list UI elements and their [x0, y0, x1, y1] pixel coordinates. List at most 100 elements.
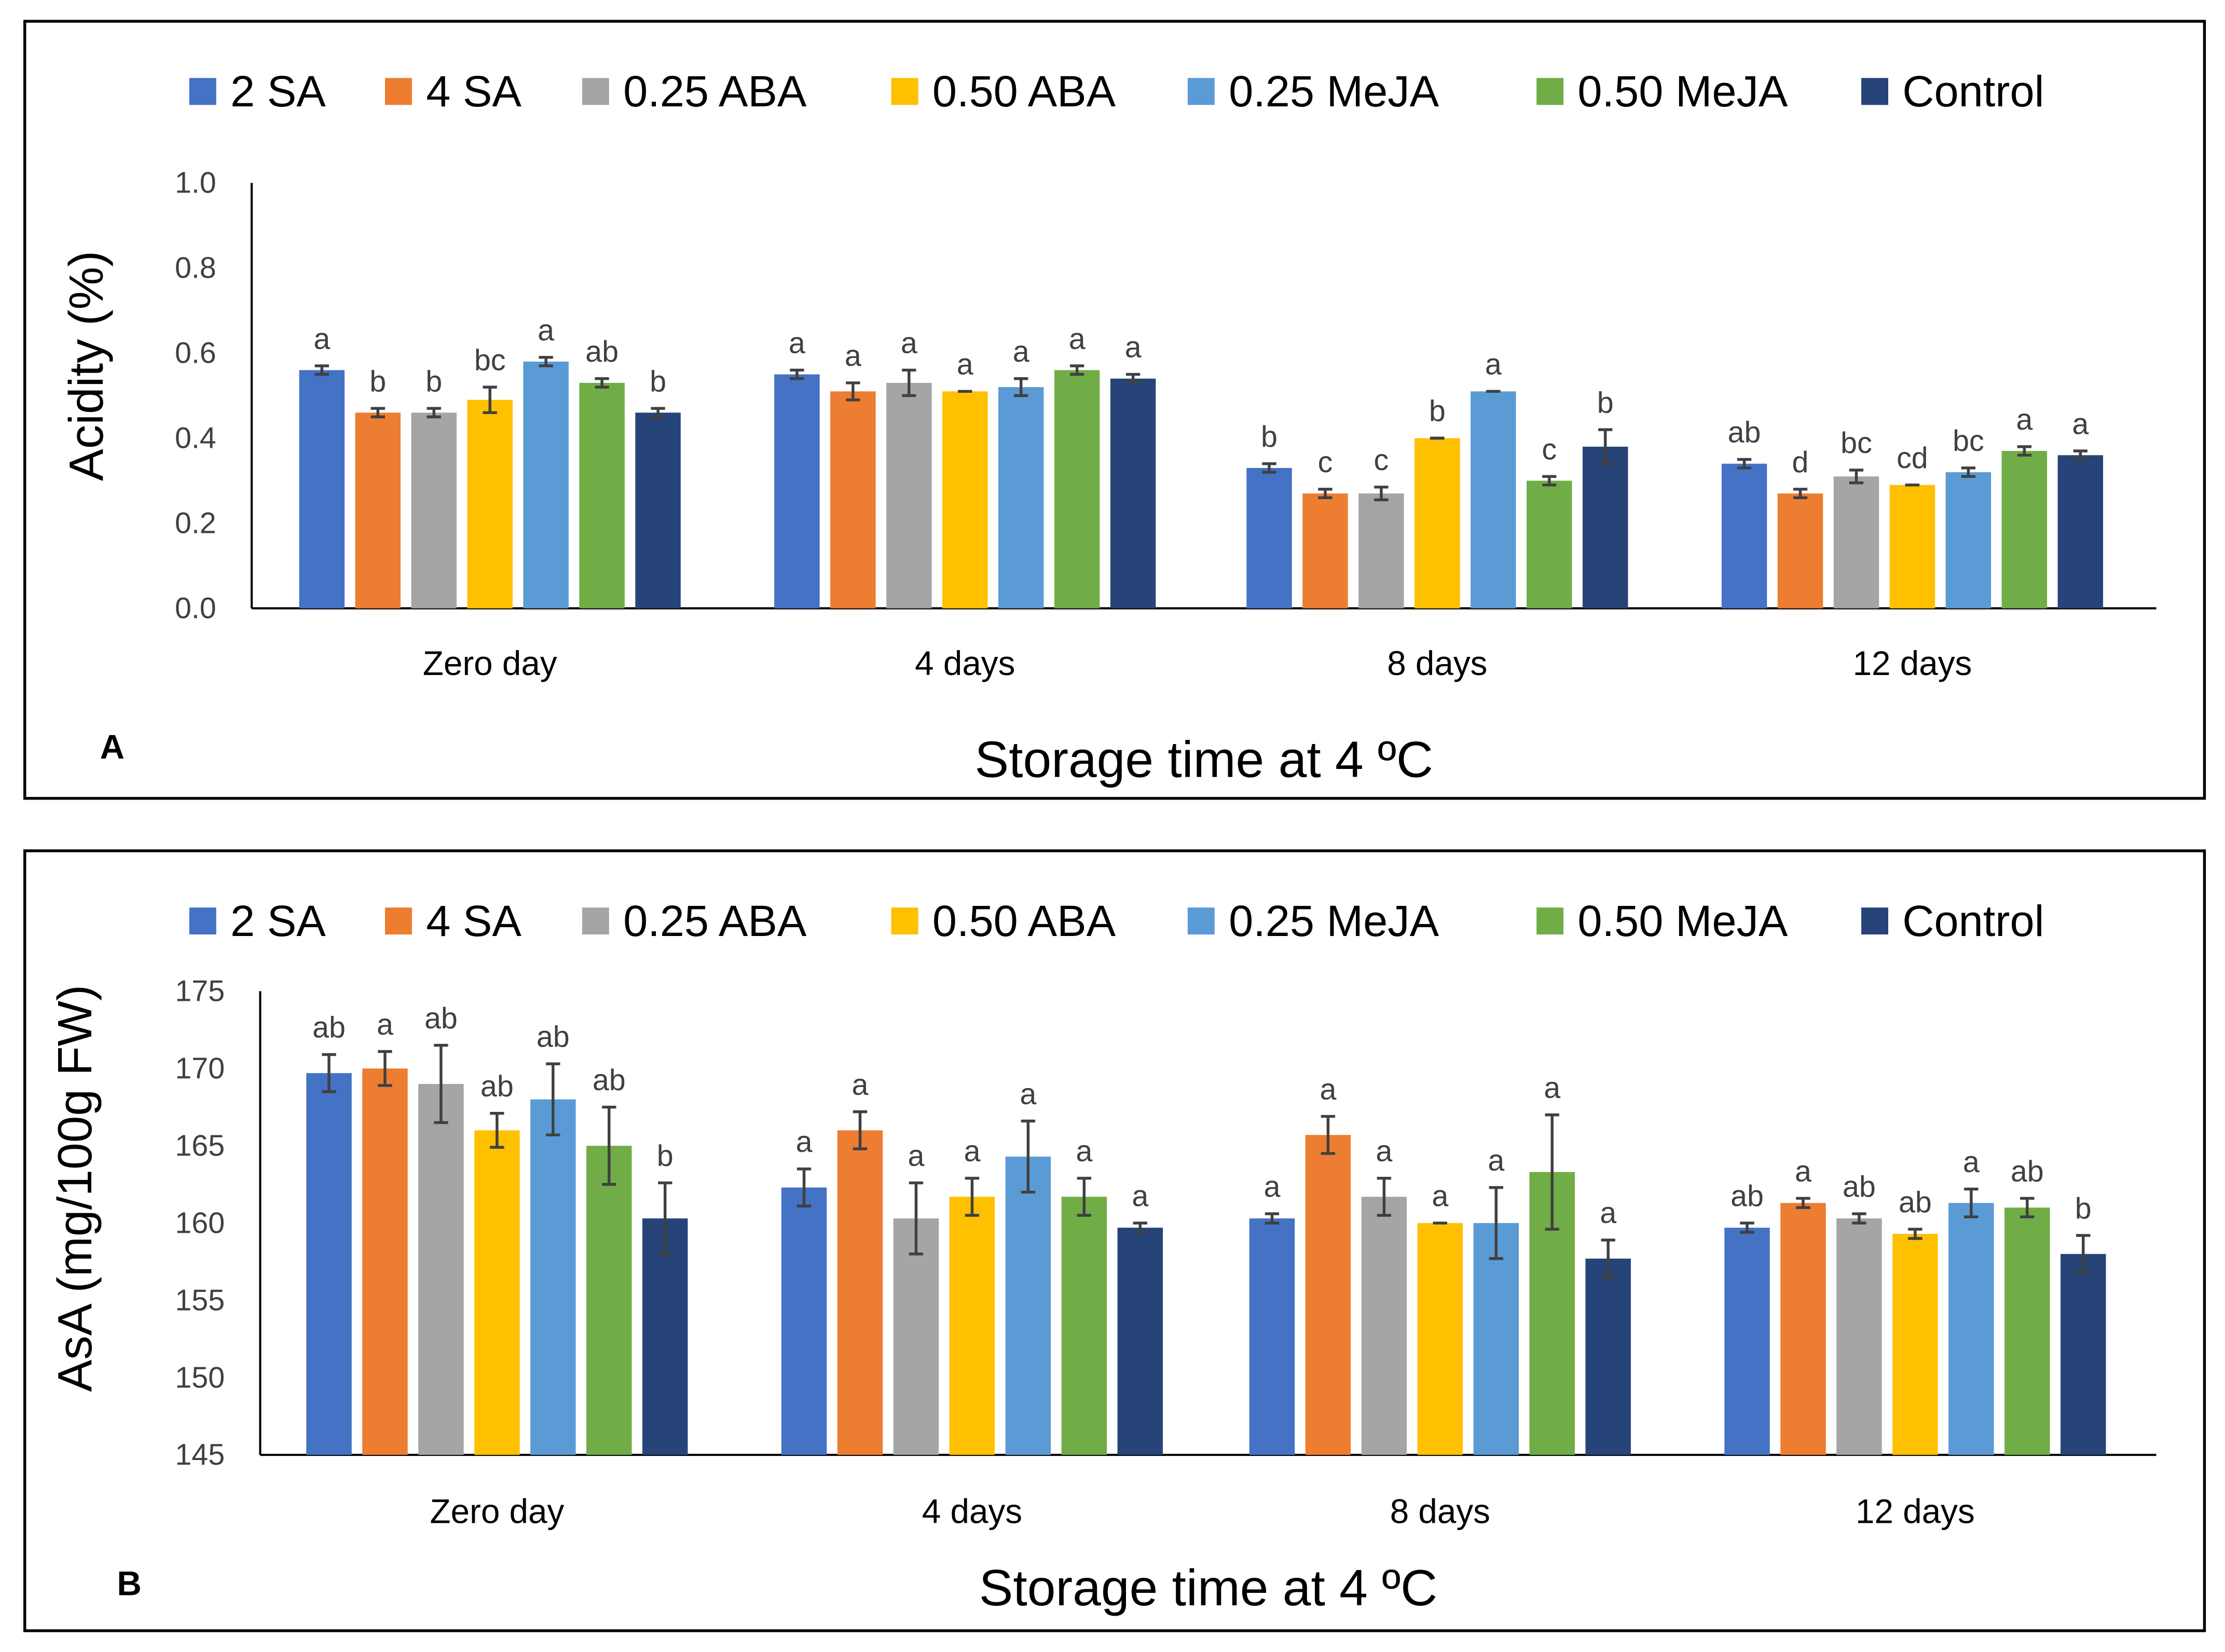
- significance-letter: ab: [480, 1070, 514, 1103]
- legend-label: 0.50 ABA: [932, 896, 1116, 945]
- significance-letter: ab: [593, 1064, 626, 1097]
- significance-letter: a: [1076, 1135, 1092, 1168]
- significance-letter: a: [1069, 322, 1086, 355]
- legend-label: Control: [1902, 66, 2044, 116]
- x-tick-label: 8 days: [1387, 644, 1487, 682]
- legend-swatch: [891, 78, 918, 105]
- bar: [530, 1099, 576, 1455]
- legend-item: 0.25 ABA: [582, 66, 807, 116]
- legend-label: 0.50 MeJA: [1577, 66, 1788, 116]
- significance-letter: a: [1600, 1196, 1616, 1230]
- y-tick-label: 175: [175, 975, 225, 1008]
- legend-label: 4 SA: [426, 896, 521, 945]
- bar: [837, 1130, 883, 1455]
- significance-letter: b: [657, 1139, 674, 1173]
- legend-swatch: [384, 907, 412, 935]
- bar: [1473, 1223, 1519, 1455]
- bar: [1833, 476, 1879, 609]
- legend-label: 0.25 MeJA: [1229, 66, 1439, 116]
- significance-letter: a: [538, 314, 554, 347]
- x-tick-label: 4 days: [915, 644, 1015, 682]
- legend-swatch: [1536, 907, 1564, 935]
- bar: [893, 1218, 939, 1455]
- legend-item: 4 SA: [384, 66, 521, 116]
- significance-letter: a: [1485, 348, 1502, 381]
- significance-letter: a: [377, 1008, 393, 1041]
- bar: [1780, 1203, 1826, 1455]
- legend-label: 0.25 MeJA: [1229, 896, 1439, 945]
- bar: [886, 382, 932, 609]
- legend-swatch: [1536, 78, 1564, 105]
- legend-item: 2 SA: [189, 896, 326, 945]
- bar: [1054, 370, 1100, 609]
- bar: [362, 1068, 408, 1455]
- significance-letter: a: [1264, 1171, 1281, 1204]
- panel-label: B: [117, 1565, 141, 1603]
- legend-label: 2 SA: [230, 66, 326, 116]
- bar: [2001, 451, 2048, 609]
- significance-letter: ab: [1899, 1186, 1932, 1219]
- y-tick-label: 1.0: [175, 167, 216, 200]
- significance-letter: c: [1318, 446, 1333, 479]
- bar: [306, 1073, 352, 1455]
- significance-letter: a: [1963, 1146, 1980, 1179]
- significance-letter: b: [1597, 386, 1614, 419]
- significance-letter: cd: [1897, 442, 1928, 475]
- bar: [418, 1084, 464, 1455]
- bar: [355, 412, 401, 609]
- x-tick-label: 12 days: [1853, 644, 1972, 682]
- significance-letter: a: [1320, 1073, 1336, 1106]
- y-tick-label: 0.6: [175, 337, 216, 370]
- bar: [2057, 455, 2104, 609]
- bar: [774, 374, 820, 609]
- legend-item: 0.50 ABA: [891, 66, 1116, 116]
- panel-frame: [23, 20, 2206, 800]
- legend-item: 2 SA: [189, 66, 326, 116]
- legend-label: 0.50 MeJA: [1577, 896, 1788, 945]
- legend-label: Control: [1902, 896, 2044, 945]
- legend-item: 4 SA: [384, 896, 521, 945]
- x-tick-label: Zero day: [423, 644, 557, 682]
- x-tick-label: 12 days: [1856, 1492, 1975, 1530]
- significance-letter: d: [1792, 446, 1809, 479]
- bar: [1836, 1218, 1882, 1455]
- bar: [523, 361, 569, 609]
- bar: [1585, 1258, 1631, 1455]
- significance-letter: a: [1432, 1179, 1448, 1213]
- bar: [411, 412, 457, 609]
- bar: [1417, 1223, 1463, 1455]
- significance-letter: a: [1544, 1071, 1560, 1105]
- legend-item: Control: [1861, 66, 2044, 116]
- significance-letter: a: [908, 1139, 925, 1173]
- legend-label: 2 SA: [230, 896, 326, 945]
- significance-letter: a: [1125, 331, 1142, 364]
- significance-letter: b: [1261, 420, 1278, 453]
- significance-letter: c: [1542, 433, 1557, 466]
- bar: [1945, 472, 1991, 609]
- legend-swatch: [1187, 907, 1215, 935]
- bar: [998, 387, 1044, 609]
- bar: [1005, 1157, 1051, 1455]
- bar: [642, 1218, 688, 1455]
- legend-item: 0.25 ABA: [582, 896, 807, 945]
- y-tick-label: 145: [175, 1438, 225, 1471]
- legend: 2 SA 4 SA 0.25 ABA 0.50 ABA 0.25 MeJA 0.50 Me…: [189, 896, 2044, 945]
- y-tick-label: 0.0: [175, 592, 216, 625]
- bar: [2061, 1254, 2106, 1455]
- significance-letter: a: [957, 348, 973, 381]
- x-axis-title: Storage time at 4 ºC: [979, 1559, 1437, 1616]
- bar: [949, 1196, 995, 1455]
- significance-letter: b: [1429, 395, 1446, 428]
- significance-letter: b: [425, 365, 442, 398]
- bar: [579, 382, 625, 609]
- bar: [1889, 485, 1935, 609]
- legend-swatch: [384, 78, 412, 105]
- legend-item: 0.50 MeJA: [1536, 66, 1788, 116]
- legend-label: 0.25 ABA: [623, 66, 807, 116]
- significance-letter: ab: [1728, 416, 1761, 449]
- chart-panel-A: 2 SA 4 SA 0.25 ABA 0.50 ABA 0.25 MeJA 0.50 Me…: [23, 20, 2206, 800]
- y-tick-label: 170: [175, 1052, 225, 1085]
- significance-letter: a: [852, 1068, 869, 1102]
- legend-item: 0.25 MeJA: [1187, 66, 1439, 116]
- bar: [1892, 1234, 1938, 1455]
